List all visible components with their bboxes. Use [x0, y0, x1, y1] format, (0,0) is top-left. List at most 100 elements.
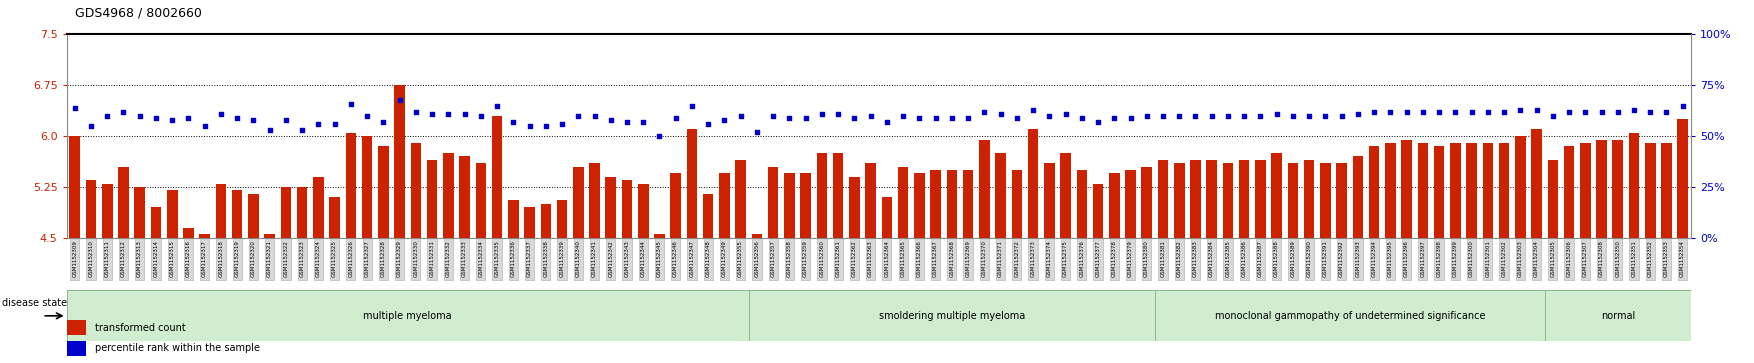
- Bar: [768, 167, 779, 238]
- Point: [744, 129, 772, 135]
- Point: [954, 115, 982, 121]
- Point: [417, 111, 446, 117]
- Bar: [1012, 170, 1023, 238]
- Point: [1019, 107, 1047, 113]
- Bar: [1661, 143, 1672, 238]
- Bar: [216, 184, 226, 238]
- Bar: [1044, 163, 1054, 238]
- Bar: [296, 187, 307, 238]
- Bar: [1287, 163, 1298, 238]
- Point: [1538, 113, 1566, 119]
- Point: [126, 113, 154, 119]
- Bar: [1059, 153, 1070, 238]
- Bar: [1401, 139, 1412, 238]
- Point: [1652, 109, 1680, 115]
- Bar: [444, 153, 454, 238]
- Point: [873, 119, 902, 125]
- Bar: [817, 153, 828, 238]
- Point: [370, 119, 398, 125]
- Point: [970, 109, 998, 115]
- Point: [840, 115, 868, 121]
- Point: [1198, 113, 1226, 119]
- Bar: [898, 167, 909, 238]
- Point: [645, 133, 674, 139]
- Point: [256, 127, 284, 133]
- Bar: [509, 200, 519, 238]
- Point: [1522, 107, 1551, 113]
- Point: [1603, 109, 1631, 115]
- Bar: [1238, 160, 1249, 238]
- Bar: [1173, 163, 1184, 238]
- Point: [1668, 103, 1696, 109]
- Point: [809, 111, 837, 117]
- Bar: [703, 194, 714, 238]
- Bar: [1547, 160, 1558, 238]
- Point: [353, 113, 381, 119]
- Bar: [1077, 170, 1087, 238]
- Point: [142, 115, 170, 121]
- Point: [1084, 119, 1112, 125]
- Bar: [1158, 160, 1168, 238]
- Bar: [86, 180, 96, 238]
- Bar: [151, 207, 161, 238]
- Point: [451, 111, 479, 117]
- Bar: [1321, 163, 1331, 238]
- Bar: [361, 136, 372, 238]
- Bar: [247, 194, 258, 238]
- Point: [775, 115, 803, 121]
- Bar: [1677, 119, 1687, 238]
- Point: [1263, 111, 1291, 117]
- Point: [1572, 109, 1600, 115]
- Bar: [1645, 143, 1656, 238]
- Bar: [1596, 139, 1607, 238]
- Point: [856, 113, 884, 119]
- Bar: [1142, 167, 1152, 238]
- Point: [402, 109, 430, 115]
- Point: [482, 103, 510, 109]
- Bar: [800, 174, 810, 238]
- Bar: [1109, 174, 1119, 238]
- Point: [661, 115, 689, 121]
- Point: [500, 119, 528, 125]
- Point: [1149, 113, 1177, 119]
- Bar: [719, 174, 730, 238]
- Bar: [330, 197, 340, 238]
- Bar: [102, 184, 112, 238]
- Bar: [67, 320, 86, 335]
- Bar: [70, 136, 81, 238]
- Point: [207, 111, 235, 117]
- Bar: [930, 170, 940, 238]
- Point: [791, 115, 819, 121]
- Bar: [182, 228, 193, 238]
- Point: [1473, 109, 1501, 115]
- Point: [516, 123, 544, 129]
- Bar: [1417, 143, 1428, 238]
- Bar: [849, 177, 859, 238]
- Bar: [1191, 160, 1201, 238]
- Bar: [589, 163, 600, 238]
- Bar: [749, 290, 1154, 341]
- Point: [1003, 115, 1031, 121]
- Bar: [1531, 129, 1542, 238]
- Bar: [395, 85, 405, 238]
- Point: [1458, 109, 1486, 115]
- Point: [726, 113, 754, 119]
- Bar: [410, 143, 421, 238]
- Point: [272, 117, 300, 123]
- Point: [1068, 115, 1096, 121]
- Point: [695, 121, 723, 127]
- Bar: [1482, 143, 1493, 238]
- Point: [1393, 109, 1421, 115]
- Bar: [670, 174, 681, 238]
- Point: [1328, 113, 1356, 119]
- Bar: [67, 290, 749, 341]
- Point: [1165, 113, 1193, 119]
- Bar: [1466, 143, 1477, 238]
- Point: [1556, 109, 1584, 115]
- Bar: [1352, 156, 1363, 238]
- Point: [1621, 107, 1649, 113]
- Point: [1294, 113, 1323, 119]
- Bar: [1126, 170, 1137, 238]
- Point: [305, 121, 333, 127]
- Point: [1214, 113, 1242, 119]
